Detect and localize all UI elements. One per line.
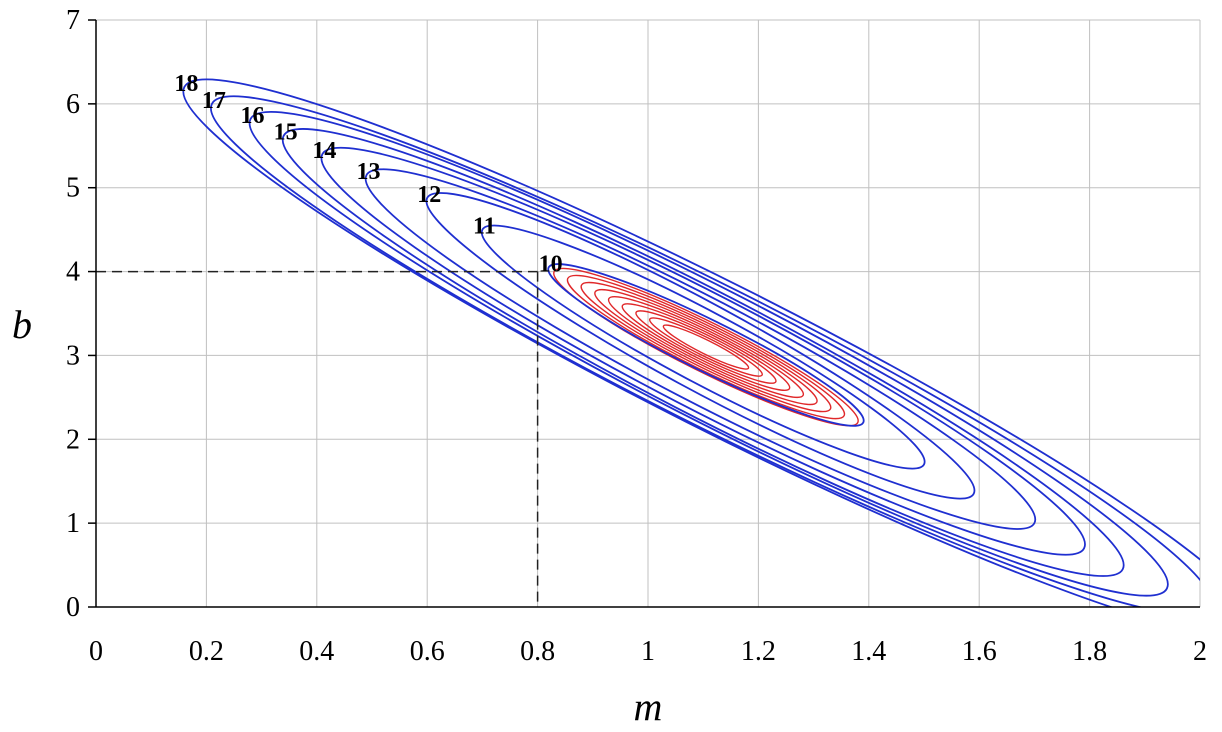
x-tick-label: 1.6 bbox=[962, 636, 997, 667]
y-tick-label: 3 bbox=[66, 340, 80, 371]
x-tick-label: 0.6 bbox=[410, 636, 445, 667]
contour-level-15 bbox=[281, 128, 1125, 577]
inner-contour bbox=[621, 303, 791, 391]
y-tick-label: 5 bbox=[66, 173, 80, 204]
inner-contour bbox=[553, 267, 859, 427]
inner-contour bbox=[594, 288, 818, 406]
x-tick-label: 0.2 bbox=[189, 636, 224, 667]
y-tick-label: 6 bbox=[66, 89, 80, 120]
y-tick-label: 7 bbox=[66, 5, 80, 36]
contour-level-13 bbox=[364, 168, 1037, 530]
contour-label-10: 10 bbox=[539, 251, 563, 277]
x-tick-label: 1.4 bbox=[851, 636, 886, 667]
contour-lines bbox=[182, 78, 1200, 607]
contour-label-18: 18 bbox=[174, 71, 198, 97]
x-tick-label: 2 bbox=[1193, 636, 1207, 667]
inner-contour bbox=[648, 317, 763, 377]
x-tick-labels: 0 0.2 0.4 0.6 0.8 1 1.2 1.4 1.6 1.8 2 bbox=[89, 636, 1207, 667]
contour-level-11 bbox=[480, 224, 926, 470]
contour-level-10 bbox=[547, 263, 865, 427]
y-tick-label: 2 bbox=[66, 424, 80, 455]
x-tick-label: 0.4 bbox=[299, 636, 334, 667]
inner-contour bbox=[580, 281, 832, 413]
inner-contour bbox=[607, 296, 805, 399]
contour-level-12 bbox=[425, 192, 976, 500]
y-tick-label: 1 bbox=[66, 508, 80, 539]
contour-level-17 bbox=[210, 95, 1200, 607]
contour-level-16 bbox=[248, 110, 1169, 597]
y-tick-label: 0 bbox=[66, 592, 80, 623]
y-tick-label: 4 bbox=[66, 257, 80, 288]
contour-label-11: 11 bbox=[473, 214, 496, 240]
contour-label-17: 17 bbox=[202, 88, 226, 114]
axes bbox=[88, 19, 1200, 608]
contour-level-14 bbox=[320, 146, 1086, 556]
y-axis-title: b bbox=[12, 302, 32, 347]
x-tick-label: 1.8 bbox=[1072, 636, 1107, 667]
contour-label-14: 14 bbox=[312, 138, 336, 164]
contour-label-15: 15 bbox=[274, 120, 298, 146]
x-tick-label: 1 bbox=[641, 636, 655, 667]
x-tick-label: 0.8 bbox=[520, 636, 555, 667]
contour-label-12: 12 bbox=[417, 182, 441, 208]
x-tick-label: 1.2 bbox=[741, 636, 776, 667]
inner-contour bbox=[635, 310, 777, 384]
inner-contour bbox=[566, 274, 846, 420]
contour-label-16: 16 bbox=[241, 103, 265, 129]
contour-level-18 bbox=[182, 78, 1200, 607]
y-tick-labels: 0 1 2 3 4 5 6 7 bbox=[66, 5, 80, 623]
contour-label-13: 13 bbox=[356, 159, 380, 185]
x-tick-label: 0 bbox=[89, 636, 103, 667]
x-axis-title: m bbox=[634, 684, 663, 729]
inner-contour bbox=[662, 324, 750, 370]
reference-dashed-lines bbox=[96, 270, 539, 607]
